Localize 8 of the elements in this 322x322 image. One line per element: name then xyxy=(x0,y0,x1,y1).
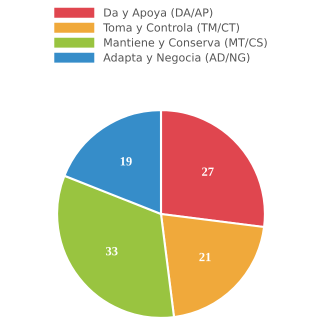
data-label: 27 xyxy=(202,167,214,176)
legend-label: Mantiene y Conserva (MT/CS) xyxy=(104,38,267,49)
legend-label: Adapta y Negocia (AD/NG) xyxy=(103,53,250,64)
legend-label: Da y Apoya (DA/AP) xyxy=(104,8,212,19)
data-label: 21 xyxy=(199,252,211,262)
data-label: 19 xyxy=(120,157,132,166)
legend-label: Toma y Controla (TM/CT) xyxy=(103,23,240,34)
data-label: 33 xyxy=(106,246,118,256)
